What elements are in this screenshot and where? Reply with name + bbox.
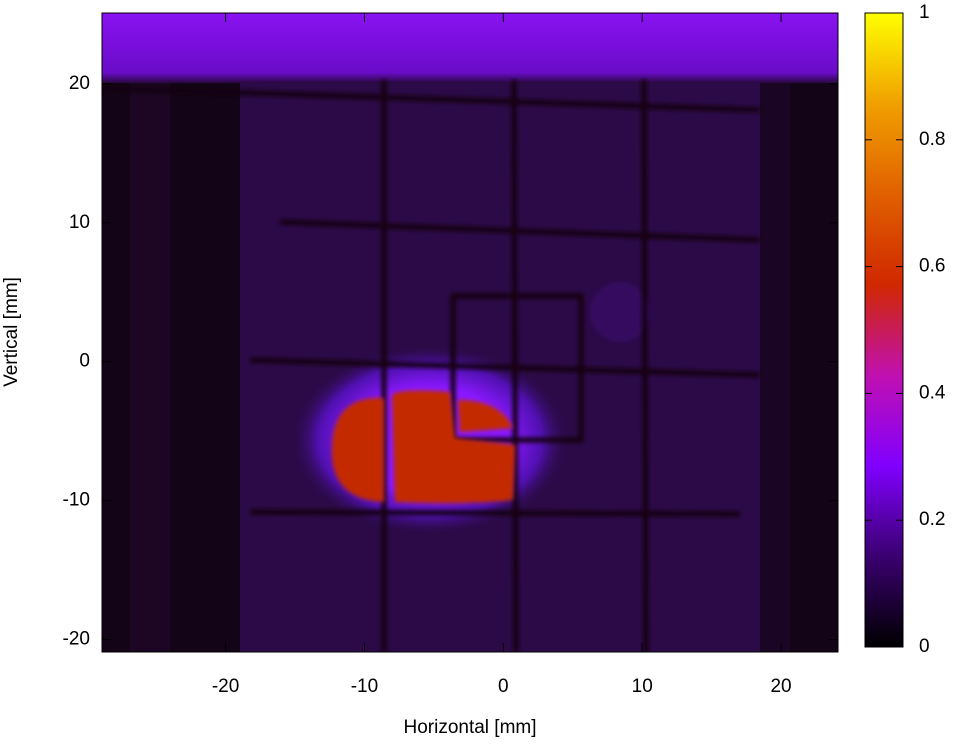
colorbar-tick-label: 0.8 (919, 129, 945, 150)
colorbar-tick-label: 0.4 (919, 382, 946, 403)
x-tick-label: -20 (212, 676, 239, 697)
plot-frame (101, 12, 839, 653)
x-tick-label: 0 (498, 676, 509, 697)
y-tick-label: 20 (69, 73, 90, 94)
x-tick-label: -10 (351, 676, 378, 697)
colorbar-tick-label: 0.2 (919, 509, 945, 530)
y-tick-label: 0 (79, 351, 90, 372)
colorbar-tick-label: 0 (919, 636, 930, 657)
x-tick-label: 10 (632, 676, 653, 697)
colorbar-tick-label: 0.6 (919, 256, 945, 277)
y-tick-label: -20 (63, 629, 90, 650)
y-tick-label: -10 (63, 490, 90, 511)
y-tick-label: 10 (69, 212, 90, 233)
colorbar-tick-label: 1 (919, 2, 930, 23)
y-axis-label: Vertical [mm] (1, 277, 22, 387)
x-axis-label: Horizontal [mm] (403, 717, 536, 738)
x-tick-label: 20 (770, 676, 791, 697)
heatmap-image (102, 13, 838, 652)
colorbar (864, 12, 904, 648)
